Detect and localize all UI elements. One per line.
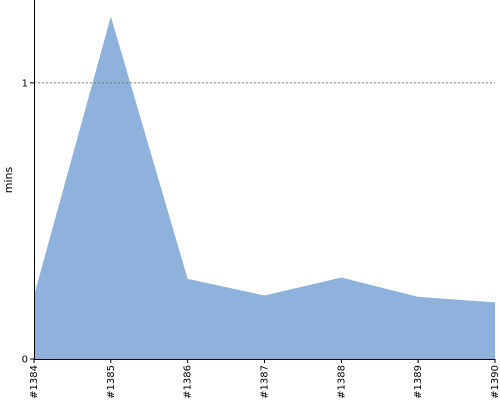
x-tick-label: #1388 bbox=[336, 365, 347, 399]
y-tick-label: 1 bbox=[22, 78, 28, 89]
x-tick-label: #1385 bbox=[106, 365, 117, 399]
y-tick-label: 0 bbox=[22, 355, 28, 366]
x-tick-label: #1389 bbox=[413, 365, 424, 399]
series-area-0 bbox=[34, 16, 495, 359]
x-axis: #1384 #1385 #1386 #1387 #1388 #1389 #1390 bbox=[29, 359, 500, 399]
x-tick-label: #1387 bbox=[260, 365, 271, 399]
plot-area bbox=[34, 16, 495, 359]
x-tick-label: #1384 bbox=[29, 365, 40, 399]
y-axis-title: mins bbox=[2, 166, 15, 193]
y-axis: 01 bbox=[22, 0, 35, 366]
x-tick-label: #1390 bbox=[490, 365, 500, 399]
x-tick-label: #1386 bbox=[183, 365, 194, 399]
